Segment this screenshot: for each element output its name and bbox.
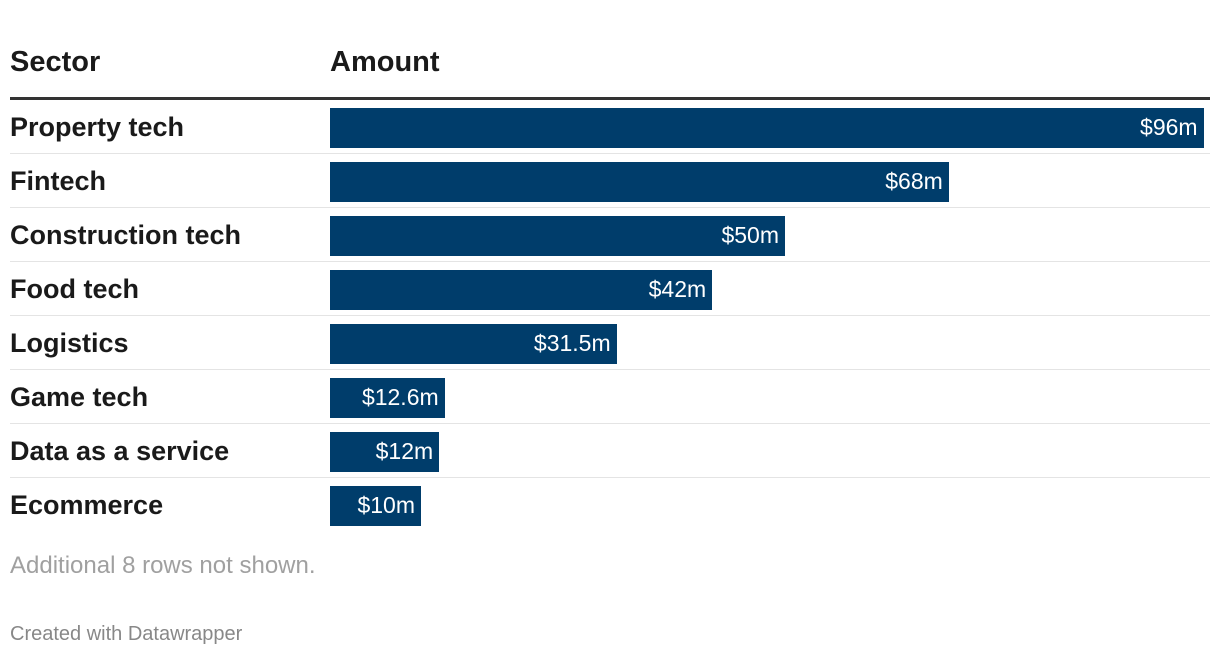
- sector-label: Food tech: [10, 274, 139, 304]
- table-row: Fintech $68m: [10, 154, 1210, 208]
- table-header: Sector Amount: [10, 0, 1210, 100]
- rows-not-shown-note: Additional 8 rows not shown.: [10, 552, 316, 579]
- sector-label: Fintech: [10, 166, 107, 196]
- table-row: Game tech $12.6m: [10, 370, 1210, 424]
- amount-value-label: $12.6m: [361, 384, 439, 410]
- datawrapper-credit: Created with Datawrapper: [10, 623, 243, 645]
- table-row: Data as a service $12m: [10, 424, 1210, 478]
- column-header-sector: Sector: [10, 46, 101, 78]
- table-row: Logistics $31.5m: [10, 316, 1210, 370]
- amount-value-label: $10m: [357, 492, 415, 518]
- amount-value-label: $42m: [648, 276, 707, 302]
- amount-bar: $31.5m: [330, 324, 617, 364]
- amount-value-label: $31.5m: [533, 330, 611, 356]
- amount-bar: $42m: [330, 270, 713, 310]
- amount-value-label: $96m: [1140, 114, 1198, 140]
- table-row: Ecommerce $10m: [10, 478, 1210, 532]
- amount-bar: $12.6m: [330, 378, 445, 418]
- bar-table: Property tech $96m Fintech $68m Construction…: [10, 100, 1210, 532]
- sector-label: Logistics: [10, 328, 129, 358]
- sector-label: Game tech: [10, 382, 149, 412]
- amount-bar: $50m: [330, 216, 785, 256]
- amount-value-label: $68m: [885, 168, 943, 194]
- amount-bar: $12m: [330, 432, 440, 472]
- sector-label: Construction tech: [10, 220, 242, 250]
- sector-label: Data as a service: [10, 436, 230, 466]
- table-row: Food tech $42m: [10, 262, 1210, 316]
- sector-label: Ecommerce: [10, 490, 164, 520]
- table-row: Property tech $96m: [10, 100, 1210, 154]
- amount-value-label: $50m: [721, 222, 779, 248]
- amount-bar: $10m: [330, 486, 421, 526]
- amount-bar: $68m: [330, 162, 949, 202]
- sector-label: Property tech: [10, 112, 185, 142]
- column-header-amount: Amount: [330, 46, 440, 78]
- amount-value-label: $12m: [375, 438, 434, 464]
- table-row: Construction tech $50m: [10, 208, 1210, 262]
- amount-bar: $96m: [330, 108, 1204, 148]
